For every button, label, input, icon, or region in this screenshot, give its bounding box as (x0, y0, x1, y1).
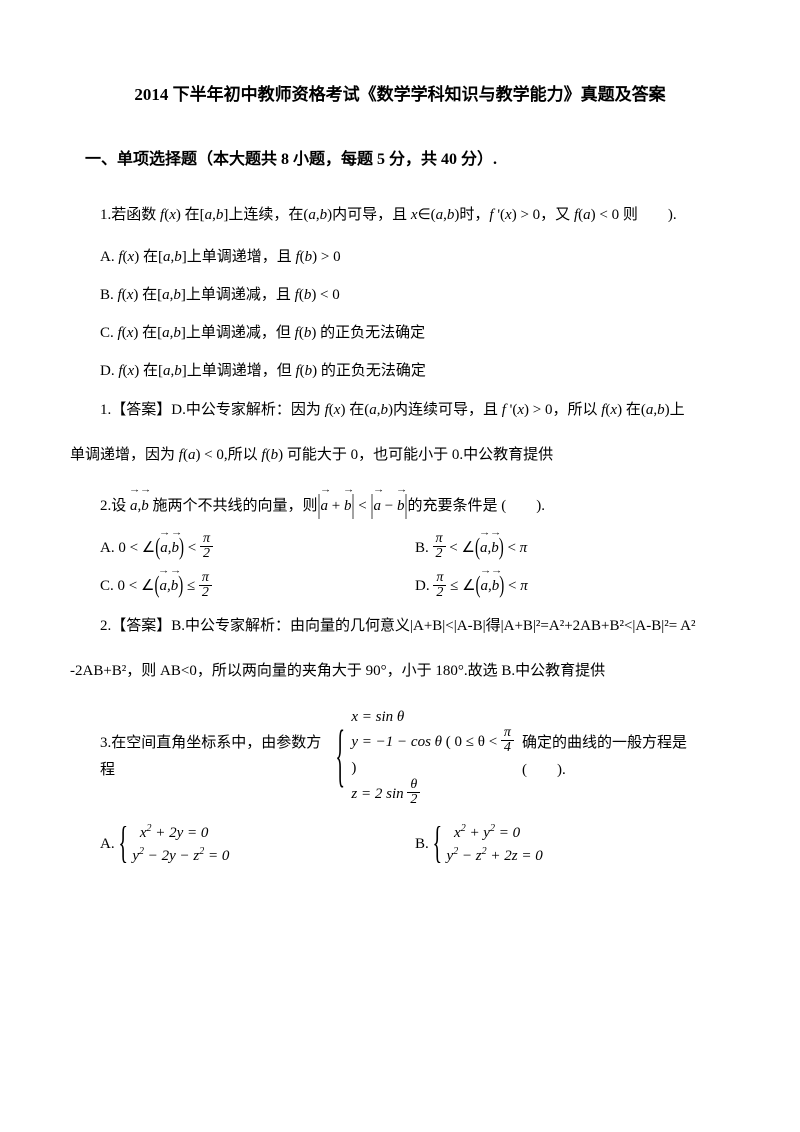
q3-prefix: 3.在空间直角坐标系中，由参数方程 (100, 730, 335, 784)
q3-optA: A. x2 + 2y = 0 y2 − 2y − z2 = 0 (100, 821, 415, 868)
page-title: 2014 下半年初中教师资格考试《数学学科知识与教学能力》真题及答案 (70, 80, 730, 111)
q3-system: x = sin θ y = −1 − cos θ ( 0 ≤ θ < π4 ) … (335, 706, 522, 809)
q2-answer: 2.【答案】B.中公专家解析：由向量的几何意义|A+B|<|A-B|得|A+B|… (100, 610, 730, 643)
q2-m1: 施两个不共线的向量，则 (149, 498, 318, 514)
q1-ans2-t3: 可能大于 0，也可能小于 0.中公教育提供 (283, 447, 553, 463)
section-header: 一、单项选择题（本大题共 8 小题，每题 5 分，共 40 分）. (85, 146, 730, 175)
q2-optC-label: C. (100, 578, 114, 594)
q2-stem: 2.设 a,b 施两个不共线的向量，则|a + b| < |a − b|的充要条… (100, 490, 730, 523)
q1-m3: 内可导，且 (332, 207, 407, 223)
q1-answer-cont: 单调递增，因为 f(a) < 0,所以 f(b) 可能大于 0，也可能小于 0.… (70, 439, 730, 472)
q2-optA: A. 0 < ∠(a,b) < π2 (100, 533, 415, 563)
q1-optD-label: D. (100, 363, 118, 379)
q1-optD: D. f(x) 在[a,b]上单调递增，但 f(b) 的正负无法确定 (100, 356, 730, 386)
q1-answer: 1.【答案】D.中公专家解析：因为 f(x) 在(a,b)内连续可导，且 f '… (100, 394, 730, 427)
q1-optC-t1: 在 (138, 325, 157, 341)
q1-ans-pre: 1.【答案】D.中公专家解析：因为 (100, 402, 325, 418)
q1-optB-label: B. (100, 287, 118, 303)
q1-optA-t2: 上单调递增，且 (187, 249, 296, 265)
q1-prefix: 1.若函数 (100, 207, 160, 223)
q1-optB-t2: 上单调递减，且 (186, 287, 295, 303)
q2-optB-label: B. (415, 540, 429, 556)
q2-m2: 的充要条件是 ( ). (408, 498, 546, 514)
q1-optC-t3: 的正负无法确定 (316, 325, 425, 341)
q2-optC: C. 0 < ∠(a,b) ≤ π2 (100, 571, 415, 601)
q1-stem: 1.若函数 f(x) 在[a,b]上连续，在(a,b)内可导，且 x∈(a,b)… (100, 199, 730, 232)
q1-optA: A. f(x) 在[a,b]上单调递增，且 f(b) > 0 (100, 242, 730, 272)
q1-optC-label: C. (100, 325, 118, 341)
q2-optA-label: A. (100, 540, 115, 556)
q1-optD-t1: 在 (139, 363, 158, 379)
q2-optD-label: D. (415, 578, 430, 594)
q2-row2: C. 0 < ∠(a,b) ≤ π2 D. π2 ≤ ∠(a,b) < π (100, 571, 730, 601)
q1-ans-t1: 在 (345, 402, 364, 418)
q1-m2: 上连续，在 (228, 207, 303, 223)
q1-ans-t2: 内连续可导，且 (393, 402, 502, 418)
q3-optB-label: B. (415, 835, 429, 851)
q1-ans2-t2: ,所以 (224, 447, 262, 463)
q1-m4: 时， (459, 207, 489, 223)
q2-prefix: 2.设 (100, 498, 130, 514)
q1-optD-t2: 上单调递增，但 (187, 363, 296, 379)
q1-m6: 则 (619, 207, 638, 223)
q3-stem: 3.在空间直角坐标系中，由参数方程 x = sin θ y = −1 − cos… (100, 706, 730, 809)
q2-optD: D. π2 ≤ ∠(a,b) < π (415, 571, 730, 601)
q1-ans-t4: 在 (622, 402, 641, 418)
q1-optC-t2: 上单调递减，但 (186, 325, 295, 341)
q1-m5: ，又 (540, 207, 570, 223)
q1-optC: C. f(x) 在[a,b]上单调递减，但 f(b) 的正负无法确定 (100, 318, 730, 348)
q3-optA-label: A. (100, 835, 115, 851)
q1-optA-t1: 在 (139, 249, 158, 265)
q1-optA-label: A. (100, 249, 118, 265)
q2-row1: A. 0 < ∠(a,b) < π2 B. π2 < ∠(a,b) < π (100, 533, 730, 563)
q1-m1: 在 (181, 207, 200, 223)
q3-optB: B. x2 + y2 = 0 y2 − z2 + 2z = 0 (415, 821, 730, 868)
q1-optD-t3: 的正负无法确定 (317, 363, 426, 379)
q1-optB-t1: 在 (138, 287, 157, 303)
q1-ans-t3: ，所以 (552, 402, 601, 418)
q1-ans-t5: 上 (670, 402, 685, 418)
q3-row1: A. x2 + 2y = 0 y2 − 2y − z2 = 0 B. x2 + … (100, 821, 730, 868)
q1-optB: B. f(x) 在[a,b]上单调递减，且 f(b) < 0 (100, 280, 730, 310)
q3-suffix: 确定的曲线的一般方程是( ). (522, 730, 730, 784)
q2-answer-cont: -2AB+B²，则 AB<0，所以两向量的夹角大于 90°，小于 180°.故选… (70, 655, 730, 688)
q2-optB: B. π2 < ∠(a,b) < π (415, 533, 730, 563)
q1-ans2-t1: 单调递增，因为 (70, 447, 179, 463)
